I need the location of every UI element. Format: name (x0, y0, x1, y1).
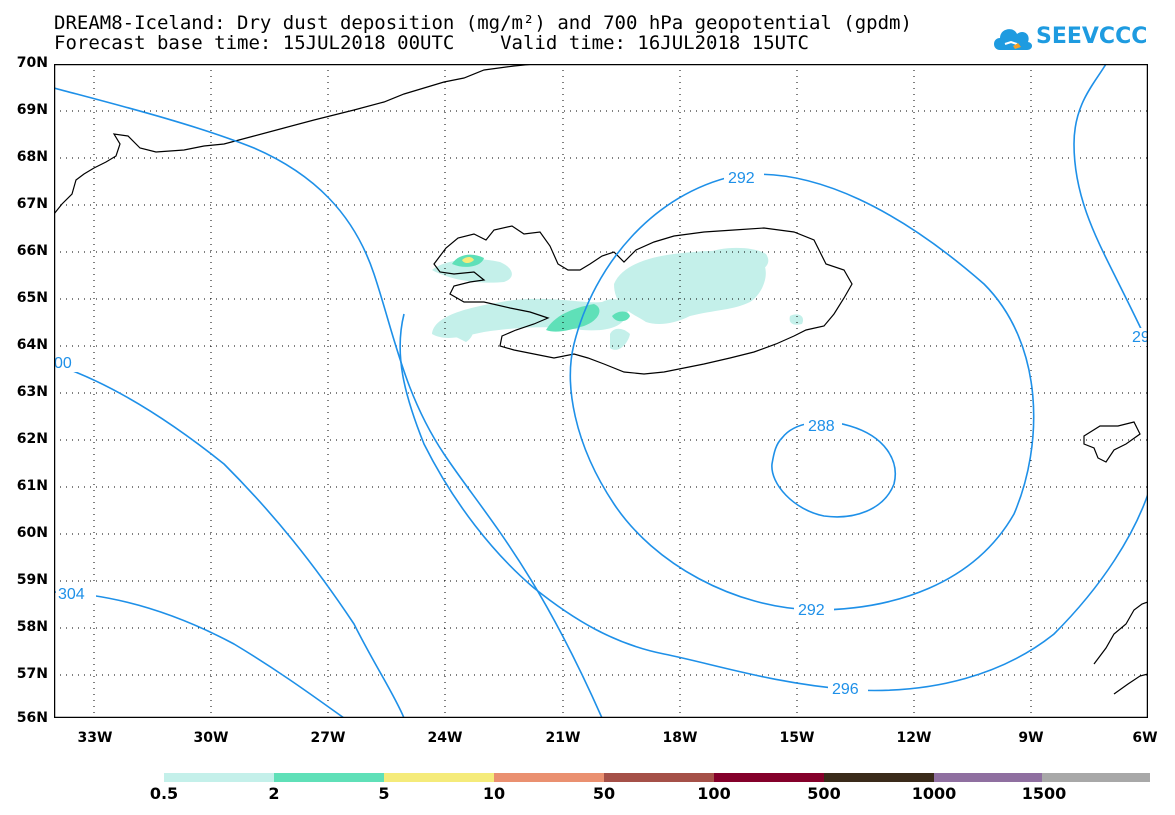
lat-label: 59N (16, 572, 48, 588)
contour-label-292-bottom: 292 (798, 602, 825, 619)
greenland-coast (54, 64, 535, 215)
lon-label: 30W (193, 730, 229, 746)
lat-label: 69N (16, 102, 48, 118)
legend-swatch (1042, 773, 1150, 782)
contour-label-300: 00 (54, 355, 72, 372)
legend-label: 1500 (1021, 784, 1067, 803)
lat-label: 57N (16, 666, 48, 682)
faroe-islands (1083, 421, 1141, 463)
contour-292 (569, 173, 1035, 611)
lat-label: 65N (16, 290, 48, 306)
legend-swatch (714, 773, 824, 782)
contour-300 (54, 363, 405, 718)
logo: SEEVCCC (990, 18, 1150, 58)
lat-label: 70N (16, 55, 48, 71)
lon-label: 9W (1018, 730, 1044, 746)
lon-label: 15W (779, 730, 815, 746)
grid (54, 64, 1148, 718)
legend-label: 2 (268, 784, 280, 803)
contour-304-left (54, 87, 603, 718)
contour-top-right (1073, 64, 1148, 345)
legend-swatch (164, 773, 274, 782)
lat-label: 56N (16, 710, 48, 726)
logo-text: SEEVCCC (1036, 24, 1148, 49)
map-frame (54, 64, 1148, 718)
legend-label: 50 (592, 784, 616, 803)
contour-288 (771, 421, 896, 518)
iceland-coast (433, 225, 853, 375)
lon-label: 33W (77, 730, 113, 746)
cloud-icon (994, 29, 1033, 50)
lat-label: 67N (16, 196, 48, 212)
lat-label: 68N (16, 149, 48, 165)
contour-304 (54, 591, 345, 718)
legend-label: 500 (807, 784, 841, 803)
geopotential-contours (54, 64, 1148, 718)
legend-swatch (824, 773, 934, 782)
map-panel: 292 288 292 296 304 00 29 (54, 64, 1148, 718)
lon-label: 12W (896, 730, 932, 746)
legend-label: 1000 (911, 784, 957, 803)
legend-label: 100 (697, 784, 731, 803)
lon-label: 18W (662, 730, 698, 746)
contour-label-296: 296 (832, 681, 859, 698)
lat-label: 61N (16, 478, 48, 494)
legend-swatch (384, 773, 494, 782)
lat-label: 62N (16, 431, 48, 447)
legend-label: 5 (378, 784, 390, 803)
contour-label-292-top: 292 (728, 170, 755, 187)
lon-label: 27W (310, 730, 346, 746)
title-line-1: DREAM8-Iceland: Dry dust deposition (mg/… (54, 12, 912, 34)
title-line-2: Forecast base time: 15JUL2018 00UTC Vali… (54, 32, 809, 54)
contour-label-304: 304 (58, 586, 85, 603)
legend-swatch (494, 773, 604, 782)
lat-label: 60N (16, 525, 48, 541)
dust-deposition-shading (432, 247, 804, 350)
lon-label: 21W (545, 730, 581, 746)
legend-swatch (274, 773, 384, 782)
contour-label-29x: 29 (1132, 329, 1148, 346)
lon-label: 6W (1132, 730, 1158, 746)
lat-label: 64N (16, 337, 48, 353)
contour-label-288: 288 (808, 418, 835, 435)
lat-label: 58N (16, 619, 48, 635)
lat-label: 63N (16, 384, 48, 400)
legend-label: 10 (482, 784, 506, 803)
legend-swatch (604, 773, 714, 782)
scotland-coast (1093, 601, 1148, 695)
coastlines (54, 64, 1148, 695)
legend-label: 0.5 (149, 784, 179, 803)
contour-296 (399, 313, 1148, 692)
lon-label: 24W (427, 730, 463, 746)
legend-swatch (934, 773, 1042, 782)
lat-label: 66N (16, 243, 48, 259)
